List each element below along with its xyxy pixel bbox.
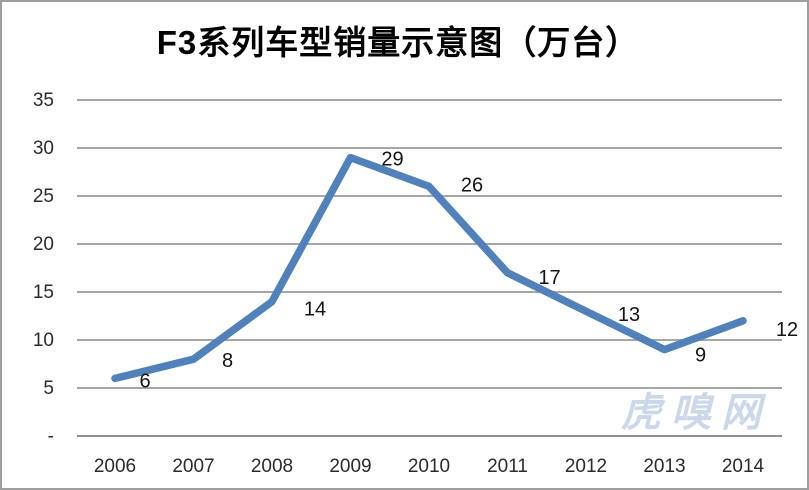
data-label: 29 (381, 149, 403, 171)
x-tick-label: 2010 (408, 456, 450, 477)
x-tick-label: 2014 (722, 456, 765, 477)
x-tick-label: 2008 (251, 456, 293, 477)
y-tick-label: 30 (33, 138, 54, 159)
y-tick-label: 10 (33, 330, 54, 351)
y-tick-label: 5 (43, 378, 54, 399)
data-label: 8 (222, 350, 233, 372)
x-tick-label: 2013 (643, 456, 685, 477)
y-tick-label: 20 (33, 234, 54, 255)
y-tick-label: 15 (33, 282, 54, 303)
x-tick-label: 2007 (172, 456, 214, 477)
data-label: 12 (776, 319, 798, 341)
y-tick-label: 25 (33, 186, 54, 207)
chart-title: F3系列车型销量示意图（万台） (156, 24, 640, 61)
sales-line (111, 153, 747, 383)
data-label: 6 (139, 370, 150, 392)
y-tick-label: - (48, 426, 54, 447)
data-label: 13 (618, 304, 640, 326)
data-label: 9 (695, 345, 706, 367)
x-tick-label: 2012 (565, 456, 607, 477)
data-label: 14 (304, 299, 326, 321)
x-tick-label: 2006 (94, 456, 136, 477)
data-label: 17 (538, 267, 560, 289)
y-tick-label: 35 (33, 90, 54, 111)
x-tick-label: 2009 (329, 456, 371, 477)
data-label: 26 (461, 174, 483, 196)
x-tick-label: 2011 (487, 456, 528, 477)
